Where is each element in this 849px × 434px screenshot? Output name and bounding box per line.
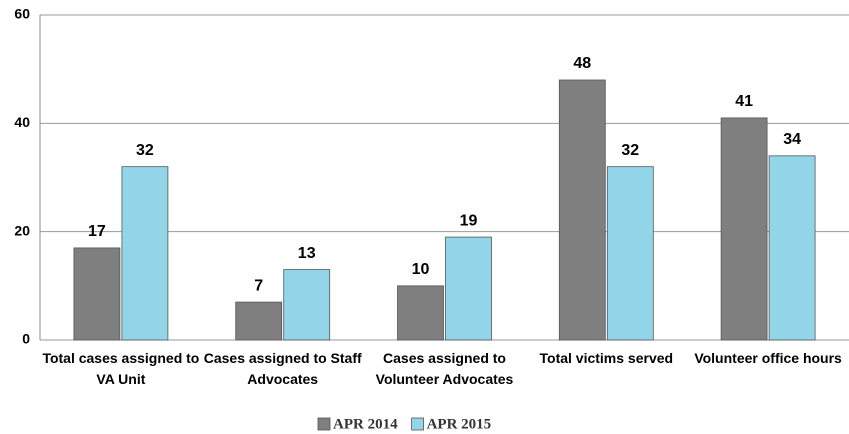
y-tick-label: 20 [14, 222, 30, 238]
data-label: 10 [412, 261, 430, 278]
x-tick-label: Volunteer office hours [694, 350, 842, 366]
bar [606, 166, 654, 341]
x-tick-label: Cases assigned to Staff Advocates [203, 350, 362, 387]
bar [445, 236, 492, 341]
bar [558, 79, 606, 341]
bar [720, 117, 768, 341]
legend-label: APR 2014 [333, 416, 398, 432]
y-tick-label: 60 [14, 6, 30, 22]
data-label: 41 [735, 93, 753, 110]
x-tick-label: Total cases assigned to VA Unit [42, 350, 200, 387]
legend-swatch [317, 417, 331, 431]
data-label: 32 [136, 142, 154, 159]
data-label: 17 [88, 223, 106, 240]
y-tick-label: 40 [14, 114, 30, 130]
data-label: 48 [573, 55, 591, 72]
data-label: 7 [254, 277, 263, 294]
data-label: 32 [621, 142, 639, 159]
data-label: 19 [460, 212, 478, 229]
data-label: 13 [298, 245, 316, 262]
legend-label: APR 2015 [427, 416, 492, 432]
y-tick-label: 0 [22, 331, 30, 347]
bar [121, 166, 169, 341]
bar [283, 269, 331, 341]
data-label: 34 [783, 131, 801, 148]
bar [235, 301, 283, 341]
x-tick-label: Total victims served [539, 350, 674, 366]
bar [73, 247, 121, 341]
x-tick-label: Cases assigned to Volunteer Advocates [375, 350, 514, 387]
bar [397, 285, 444, 341]
legend-swatch [411, 417, 424, 431]
bar [768, 155, 816, 341]
